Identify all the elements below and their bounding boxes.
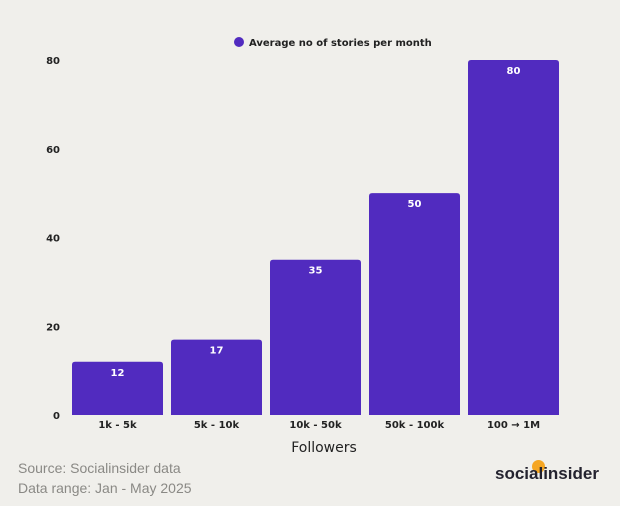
bar — [72, 361, 163, 415]
x-tick-label: 50k - 100k — [385, 420, 445, 431]
x-tick-label: 1k - 5k — [98, 420, 137, 431]
data-range-note: Data range: Jan - May 2025 — [18, 480, 192, 496]
data-label: 17 — [210, 346, 224, 357]
legend-marker — [234, 37, 244, 47]
logo-mark-icon — [532, 460, 545, 473]
data-label: 35 — [309, 266, 323, 277]
legend: Average no of stories per month — [234, 37, 432, 49]
bar-chart: Average no of stories per month 0 20 40 60 8… — [46, 37, 559, 456]
bar — [270, 259, 361, 415]
y-tick-label: 0 — [53, 411, 60, 422]
bars: 12 17 35 50 80 — [72, 60, 559, 415]
logo: socialinsider — [495, 464, 599, 483]
bar — [171, 339, 262, 415]
bar — [468, 60, 559, 415]
data-label: 12 — [111, 368, 125, 379]
x-tick-label: 5k - 10k — [194, 420, 240, 431]
legend-label: Average no of stories per month — [249, 38, 432, 49]
y-tick-label: 20 — [46, 322, 60, 333]
x-tick-label: 10k - 50k — [289, 420, 342, 431]
y-tick-label: 40 — [46, 234, 60, 245]
x-axis-title: Followers — [291, 440, 357, 456]
y-axis: 0 20 40 60 80 — [46, 56, 60, 422]
source-note: Source: Socialinsider data — [18, 460, 181, 476]
data-label: 80 — [507, 66, 521, 77]
data-label: 50 — [408, 199, 422, 210]
x-tick-label: 100 → 1M — [487, 420, 540, 431]
x-axis: 1k - 5k 5k - 10k 10k - 50k 50k - 100k 100 → … — [98, 420, 540, 431]
y-tick-label: 80 — [46, 56, 60, 67]
y-tick-label: 60 — [46, 145, 60, 156]
bar — [369, 193, 460, 415]
